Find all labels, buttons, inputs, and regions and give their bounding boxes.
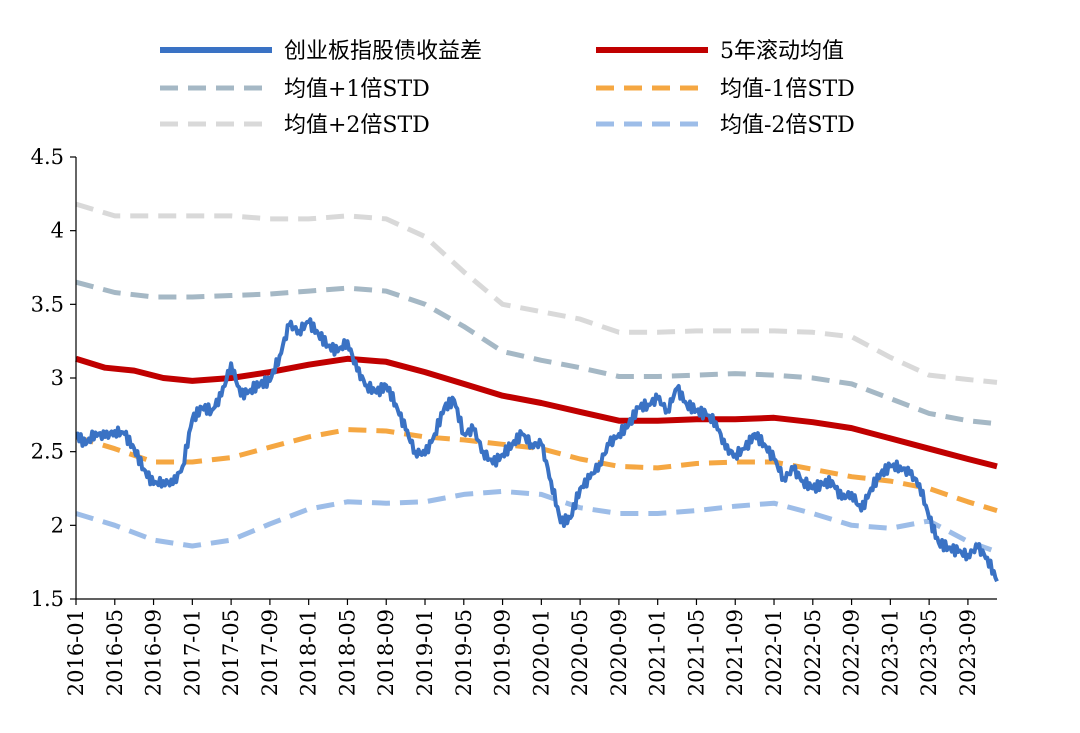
legend-label-1: 5年滚动均值 <box>720 39 844 64</box>
y-tick-label: 2.5 <box>31 440 64 464</box>
y-tick-label: 3.5 <box>31 292 64 316</box>
x-tick-label: 2022-01 <box>762 609 786 696</box>
y-ticks: 1.5 2 2.5 3 3.5 4 4.5 <box>31 145 76 611</box>
x-tick-label: 2018-05 <box>335 609 359 696</box>
x-tick-label: 2021-05 <box>684 609 708 696</box>
x-tick-label: 2023-01 <box>878 609 902 696</box>
series-line-2 <box>75 279 998 427</box>
x-tick-label: 2019-01 <box>413 609 437 696</box>
x-ticks: 2016-01 2016-05 2016-09 2017-01 2017-05 2017-… <box>64 599 980 696</box>
x-tick-label: 2016-01 <box>64 609 88 696</box>
legend-label-3: 均值-1倍STD <box>720 77 855 102</box>
x-tick-label: 2022-05 <box>801 609 825 696</box>
x-tick-label: 2020-09 <box>607 609 631 696</box>
x-tick-label: 2018-09 <box>374 609 398 696</box>
series-line-5 <box>75 488 998 555</box>
x-tick-label: 2018-01 <box>297 609 321 696</box>
x-tick-label: 2023-05 <box>917 609 941 696</box>
x-tick-label: 2019-05 <box>452 609 476 696</box>
x-tick-label: 2016-05 <box>103 609 127 696</box>
y-tick-label: 2 <box>51 513 64 537</box>
legend-label-4: 均值+2倍STD <box>284 113 430 138</box>
series-line-4 <box>75 201 998 385</box>
y-tick-label: 3 <box>51 366 64 390</box>
x-tick-label: 2020-01 <box>529 609 553 696</box>
legend-label-2: 均值+1倍STD <box>284 77 430 102</box>
x-tick-label: 2020-05 <box>568 609 592 696</box>
x-tick-label: 2023-09 <box>956 609 980 696</box>
y-tick-label: 1.5 <box>31 587 64 611</box>
series-line-3 <box>75 427 998 513</box>
legend-label-0: 创业板指股债收益差 <box>284 39 482 64</box>
x-tick-label: 2016-09 <box>142 609 166 696</box>
axes: 1.522.533.544.5 2016-01 2016-05 2016-09 201… <box>31 145 997 696</box>
legend-label-5: 均值-2倍STD <box>720 113 855 138</box>
y-tick-label: 4 <box>51 219 64 243</box>
x-tick-label: 2021-09 <box>723 609 747 696</box>
x-tick-label: 2019-09 <box>491 609 515 696</box>
series-layer <box>75 201 999 583</box>
x-tick-label: 2017-01 <box>180 609 204 696</box>
x-tick-label: 2022-09 <box>840 609 864 696</box>
x-tick-label: 2021-01 <box>646 609 670 696</box>
x-tick-label: 2017-05 <box>219 609 243 696</box>
series-line-1 <box>75 355 998 470</box>
x-tick-label: 2017-09 <box>258 609 282 696</box>
y-tick-label: 4.5 <box>31 145 64 169</box>
series-line-0 <box>75 317 999 583</box>
